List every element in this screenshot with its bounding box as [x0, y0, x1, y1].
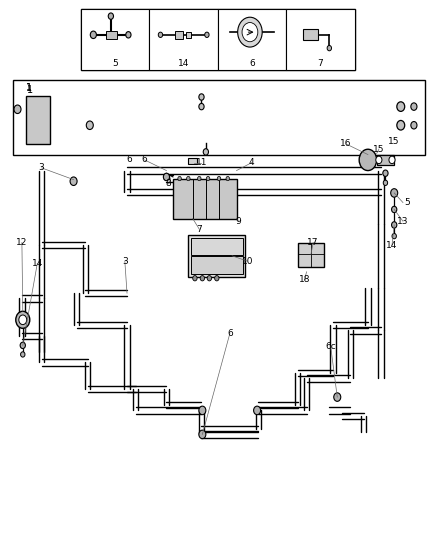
Bar — [81, 9, 355, 70]
Text: 14: 14 — [32, 260, 43, 268]
Circle shape — [199, 103, 204, 110]
Bar — [298, 243, 324, 266]
Text: 15: 15 — [373, 145, 385, 154]
Bar — [173, 179, 237, 219]
Circle shape — [226, 176, 230, 181]
Circle shape — [391, 189, 398, 197]
Bar — [188, 158, 197, 164]
Circle shape — [206, 176, 210, 181]
Bar — [377, 155, 394, 165]
Circle shape — [397, 102, 405, 111]
Text: 18: 18 — [299, 276, 310, 284]
Bar — [191, 256, 243, 274]
Text: 12: 12 — [16, 238, 28, 247]
Text: 6: 6 — [227, 329, 233, 337]
Circle shape — [254, 406, 261, 415]
Text: 14: 14 — [178, 60, 189, 68]
Bar — [303, 29, 318, 40]
Bar — [26, 96, 50, 144]
Circle shape — [207, 276, 212, 281]
Circle shape — [327, 45, 332, 51]
Text: 6c: 6c — [325, 342, 336, 351]
Circle shape — [203, 149, 208, 155]
Circle shape — [411, 103, 417, 110]
Circle shape — [199, 430, 206, 439]
Bar — [175, 30, 183, 39]
Text: 3: 3 — [39, 164, 45, 172]
Circle shape — [163, 173, 170, 181]
Circle shape — [392, 233, 396, 239]
Circle shape — [21, 352, 25, 357]
Text: 8: 8 — [166, 180, 172, 188]
Circle shape — [200, 276, 205, 281]
Text: 10: 10 — [242, 257, 253, 265]
Circle shape — [392, 222, 397, 228]
Text: 6: 6 — [126, 156, 132, 164]
Text: 5: 5 — [113, 60, 118, 68]
Text: 6: 6 — [141, 156, 148, 164]
Text: 9: 9 — [236, 217, 242, 225]
Text: 5: 5 — [404, 198, 410, 207]
Circle shape — [108, 13, 113, 19]
Text: 3: 3 — [122, 257, 128, 265]
Circle shape — [383, 180, 388, 185]
Circle shape — [205, 32, 209, 37]
Circle shape — [389, 156, 395, 164]
Circle shape — [199, 94, 204, 100]
Circle shape — [383, 170, 388, 176]
Circle shape — [70, 177, 77, 185]
Text: 16: 16 — [340, 140, 352, 148]
Text: 7: 7 — [196, 225, 202, 233]
Circle shape — [126, 31, 131, 38]
Bar — [286, 9, 355, 70]
Circle shape — [397, 120, 405, 130]
Text: 1: 1 — [25, 84, 32, 92]
Circle shape — [238, 17, 262, 47]
Circle shape — [376, 156, 382, 164]
Circle shape — [19, 315, 27, 325]
Text: 13: 13 — [397, 217, 409, 225]
Bar — [106, 30, 117, 39]
Circle shape — [16, 311, 30, 328]
Text: 14: 14 — [386, 241, 398, 249]
Text: 1: 1 — [27, 85, 33, 94]
Bar — [149, 9, 218, 70]
Circle shape — [14, 105, 21, 114]
Circle shape — [242, 22, 258, 42]
Circle shape — [199, 406, 206, 415]
Text: 7: 7 — [318, 60, 323, 68]
Bar — [186, 31, 191, 38]
Bar — [191, 238, 243, 255]
Circle shape — [193, 276, 197, 281]
Circle shape — [187, 176, 190, 181]
Circle shape — [359, 149, 377, 171]
Circle shape — [334, 393, 341, 401]
Bar — [188, 235, 245, 277]
Text: 11: 11 — [196, 158, 207, 167]
Circle shape — [178, 176, 181, 181]
Text: 15: 15 — [389, 137, 400, 146]
Bar — [218, 9, 286, 70]
Text: 4: 4 — [249, 158, 254, 167]
Circle shape — [20, 342, 25, 349]
Circle shape — [90, 31, 96, 38]
Bar — [13, 80, 425, 155]
Text: 1: 1 — [26, 83, 32, 93]
Circle shape — [392, 206, 397, 213]
Circle shape — [411, 122, 417, 129]
Circle shape — [86, 121, 93, 130]
Text: 17: 17 — [307, 238, 319, 247]
Text: 6: 6 — [249, 60, 255, 68]
Circle shape — [217, 176, 221, 181]
Circle shape — [158, 32, 162, 37]
Bar — [81, 9, 149, 70]
Circle shape — [215, 276, 219, 281]
Circle shape — [198, 176, 201, 181]
